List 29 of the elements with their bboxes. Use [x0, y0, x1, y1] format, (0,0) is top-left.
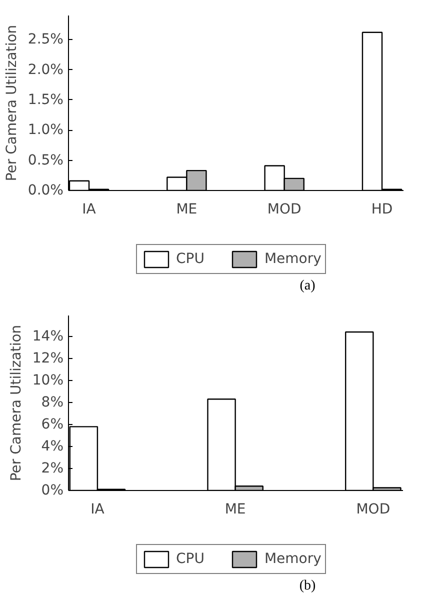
x-tick-label: IA [90, 502, 105, 518]
y-axis-title: Per Camera Utilization [8, 324, 24, 482]
legend-label: Memory [264, 551, 322, 567]
y-tick-label: 14% [32, 328, 64, 344]
y-tick-label: 12% [32, 350, 64, 366]
text: (b) [299, 578, 316, 594]
y-tick-label: 0.5% [28, 152, 64, 168]
y-tick-label: 4% [41, 438, 64, 454]
y-tick-label: 8% [41, 394, 64, 410]
y-tick-label: 0.0% [28, 182, 64, 198]
legend-label: Memory [264, 251, 322, 267]
y-tick-label: 1.5% [28, 92, 64, 108]
x-tick-label: HD [371, 202, 393, 218]
y-tick-label: 2% [41, 460, 64, 476]
y-tick-label: 2.0% [28, 62, 64, 78]
y-tick-label: 1.0% [28, 122, 64, 138]
x-tick-label: MOD [267, 202, 302, 218]
y-tick-label: 0% [41, 482, 64, 498]
x-tick-label: IA [82, 202, 96, 218]
x-tick-label: ME [176, 202, 198, 218]
y-axis-title: Per Camera Utilization [4, 24, 20, 182]
y-tick-label: 2.5% [28, 32, 64, 48]
legend-label: CPU [176, 551, 204, 567]
x-tick-label: ME [224, 502, 246, 518]
legend-label: CPU [176, 251, 204, 267]
x-tick-label: MOD [356, 502, 390, 518]
y-tick-label: 6% [41, 416, 64, 432]
y-tick-label: 10% [32, 372, 64, 388]
text: (a) [300, 278, 316, 294]
